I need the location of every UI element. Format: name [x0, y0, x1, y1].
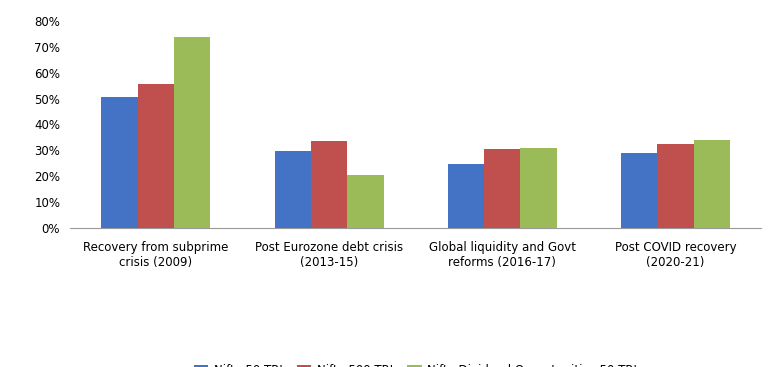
Bar	[484, 149, 521, 228]
Legend: Nifty 50 TRI, Nifty 500 TRI, Nifty Dividend Opportunities 50 TRI: Nifty 50 TRI, Nifty 500 TRI, Nifty Divid…	[190, 359, 642, 367]
Bar	[138, 84, 174, 228]
Bar	[657, 144, 694, 228]
Bar	[101, 97, 138, 228]
Bar	[448, 164, 484, 228]
Bar	[174, 37, 211, 228]
Bar	[274, 152, 311, 228]
Bar	[311, 141, 347, 228]
Bar	[347, 175, 384, 228]
Bar	[694, 141, 730, 228]
Bar	[621, 153, 657, 228]
Bar	[521, 148, 557, 228]
